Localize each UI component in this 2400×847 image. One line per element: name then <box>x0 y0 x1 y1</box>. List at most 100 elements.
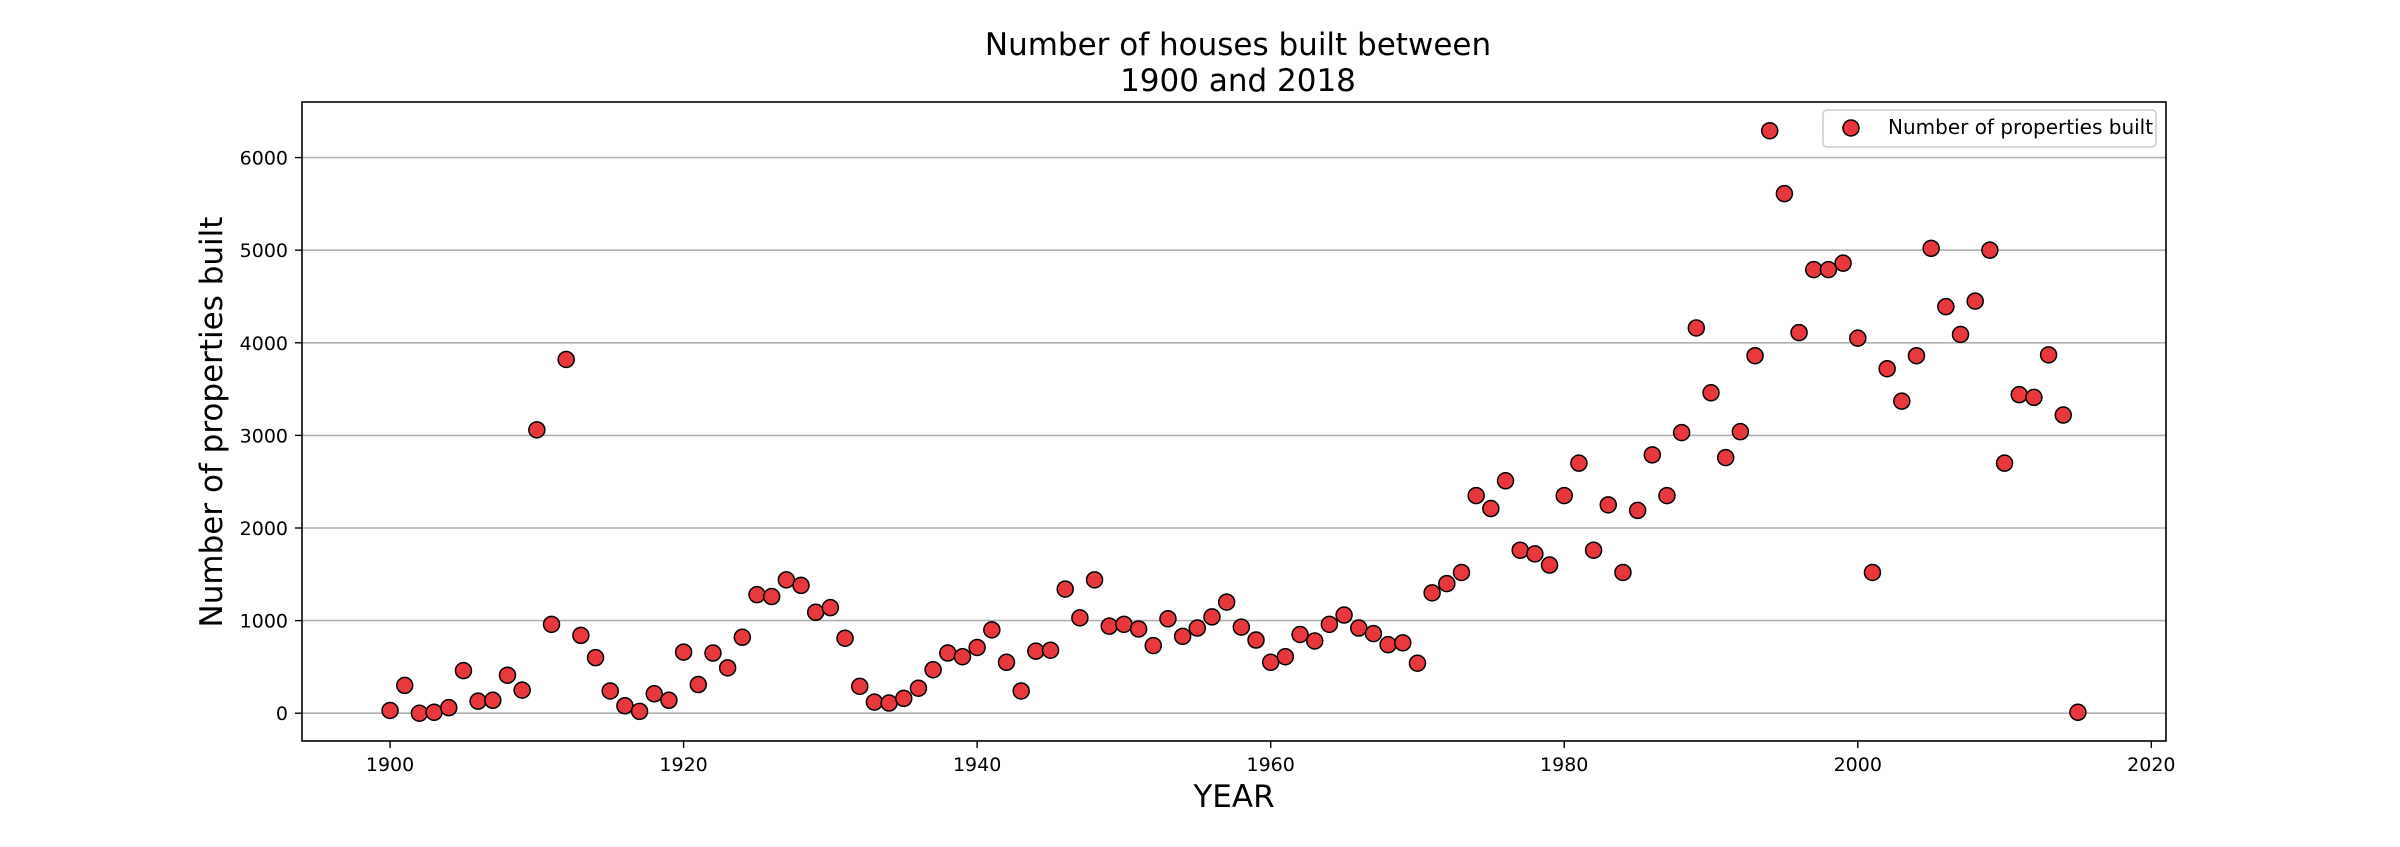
data-point <box>1305 632 1324 650</box>
gridlines <box>302 156 2166 715</box>
data-point <box>1819 260 1838 279</box>
data-point <box>528 421 546 439</box>
data-point <box>924 660 942 679</box>
data-point <box>1232 618 1251 636</box>
data-point <box>1423 584 1441 602</box>
x-tick-label: 1980 <box>1540 754 1588 776</box>
data-point <box>1937 297 1955 316</box>
data-point <box>425 703 443 722</box>
data-point <box>1760 121 1779 140</box>
data-point <box>1027 642 1045 660</box>
data-point <box>1526 545 1544 563</box>
data-point <box>1687 319 1706 337</box>
data-point <box>1085 571 1104 589</box>
data-point <box>572 626 590 645</box>
data-point <box>718 659 737 677</box>
data-point <box>689 675 708 694</box>
data-point <box>630 702 649 721</box>
data-point <box>1584 541 1603 559</box>
data-point <box>1922 239 1940 258</box>
data-point <box>968 638 986 657</box>
data-point <box>895 689 913 708</box>
data-point <box>704 644 722 662</box>
data-point <box>1555 486 1573 505</box>
data-point <box>1276 647 1295 666</box>
data-point <box>1775 184 1794 203</box>
data-point <box>1335 606 1353 624</box>
x-tick-label: 1960 <box>1247 754 1295 776</box>
data-point <box>557 350 575 369</box>
y-axis-label: Number of properties built <box>194 217 230 628</box>
data-point <box>909 679 928 697</box>
data-point <box>1261 653 1280 672</box>
y-tick-label: 4000 <box>240 333 288 355</box>
data-point <box>1790 323 1808 342</box>
chart-title-line-1: Number of houses built between <box>985 27 1491 63</box>
data-point <box>1540 556 1559 574</box>
data-point <box>1056 580 1074 598</box>
data-point <box>454 661 473 680</box>
data-point <box>1570 454 1588 472</box>
data-point <box>1291 625 1309 644</box>
data-point <box>1144 636 1163 655</box>
data-point <box>850 677 869 696</box>
data-point <box>601 682 619 700</box>
data-point <box>542 615 561 634</box>
data-point <box>1672 423 1691 442</box>
y-tick-label: 2000 <box>240 518 288 540</box>
data-point <box>1893 392 1911 410</box>
data-point <box>865 693 884 711</box>
data-point <box>1438 574 1456 593</box>
plot-frame <box>301 101 2167 742</box>
data-point <box>1408 654 1427 672</box>
data-point <box>1981 241 1999 259</box>
data-point <box>469 692 487 710</box>
data-point <box>1173 627 1192 646</box>
data-point <box>733 628 752 647</box>
data-point <box>395 676 414 695</box>
data-point <box>1247 631 1265 649</box>
data-point <box>2039 346 2058 364</box>
data-point <box>498 666 517 684</box>
data-point <box>1203 608 1221 626</box>
data-point <box>1394 634 1412 652</box>
data-point <box>1878 359 1896 378</box>
data-point <box>806 603 825 622</box>
chart-title-line-2: 1900 and 2018 <box>1120 63 1356 99</box>
legend-label: Number of properties built <box>1888 115 2153 139</box>
data-points <box>381 121 2087 722</box>
data-point <box>2069 703 2087 722</box>
legend: Number of properties built <box>1822 109 2157 148</box>
data-point <box>1188 619 1207 637</box>
data-point <box>1041 641 1060 659</box>
data-point <box>1907 346 1926 365</box>
data-point <box>1804 260 1823 279</box>
y-axis-ticks: 0 1000 2000 3000 4000 5000 6000 <box>240 148 302 725</box>
data-point <box>1467 486 1485 505</box>
data-point <box>1746 346 1764 365</box>
data-point <box>381 701 399 720</box>
data-point <box>2010 385 2028 404</box>
data-point <box>1849 329 1867 347</box>
data-point <box>1217 593 1236 611</box>
data-point <box>1100 617 1118 635</box>
data-point <box>1012 682 1030 700</box>
data-point <box>1364 624 1383 643</box>
data-point <box>1643 446 1662 464</box>
data-point <box>748 585 766 604</box>
data-point <box>674 643 693 661</box>
data-point <box>983 621 1001 639</box>
data-point <box>1716 448 1735 467</box>
data-point <box>440 698 458 717</box>
data-point <box>997 653 1016 672</box>
x-tick-label: 1900 <box>366 754 414 776</box>
data-point <box>1863 563 1882 582</box>
data-point <box>1599 496 1618 514</box>
data-point <box>513 681 531 699</box>
data-point <box>939 644 957 662</box>
data-point <box>1658 486 1676 505</box>
data-point <box>1496 472 1515 490</box>
data-point <box>586 648 605 667</box>
x-tick-label: 1940 <box>953 754 1001 776</box>
